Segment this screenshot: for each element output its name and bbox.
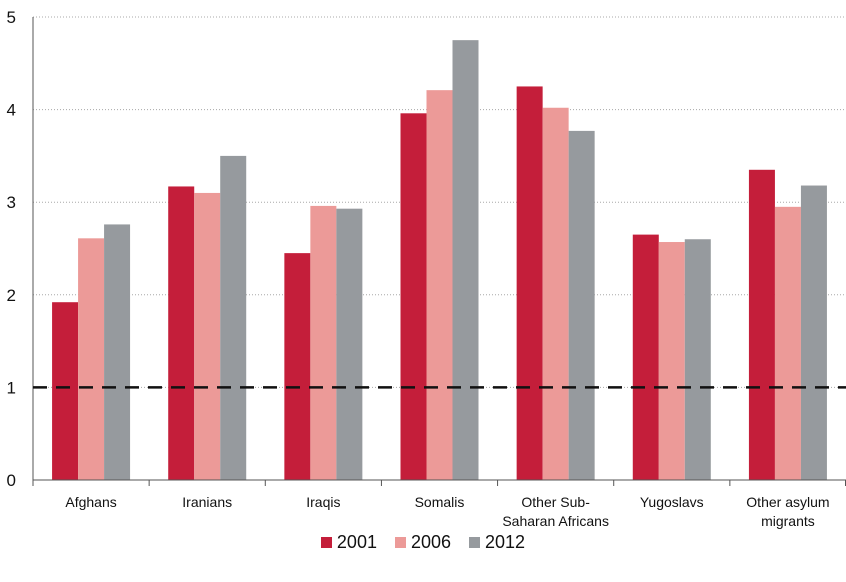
y-tick-label: 2 <box>7 286 16 305</box>
bar-2006 <box>194 192 221 480</box>
bar-2006 <box>658 242 685 480</box>
legend-item-2006: 2006 <box>394 532 452 553</box>
bar-2006 <box>78 238 105 480</box>
bar-2001 <box>52 302 79 480</box>
category-label: Other Sub- <box>521 494 590 510</box>
bar-2001 <box>168 186 195 480</box>
category-label: Iraqis <box>306 494 340 510</box>
bar-2012 <box>104 224 131 480</box>
legend-swatch <box>320 537 332 548</box>
legend-item-2001: 2001 <box>320 532 377 553</box>
bar-2006 <box>426 90 453 481</box>
category-label: Other asylum <box>746 494 829 510</box>
bar-2001 <box>284 253 311 480</box>
bar-2001 <box>516 86 543 480</box>
y-tick-label: 3 <box>7 193 16 212</box>
bar-2012 <box>452 40 479 481</box>
bar-2001 <box>632 234 659 480</box>
legend-label: 2006 <box>410 532 452 552</box>
bar-2006 <box>774 206 801 480</box>
category-label: Somalis <box>415 494 465 510</box>
axes <box>32 17 846 486</box>
bar-2012 <box>568 130 595 480</box>
bar-2001 <box>748 169 775 481</box>
y-tick-label: 1 <box>7 378 16 397</box>
bar-2012 <box>800 185 827 481</box>
y-tick-label: 5 <box>7 8 16 27</box>
legend-label: 2012 <box>485 532 526 552</box>
legend: 2001 2006 2012 <box>0 532 846 553</box>
y-tick-label: 4 <box>7 101 16 120</box>
category-label: Iranians <box>182 494 232 510</box>
category-label: Yugoslavs <box>640 494 704 510</box>
bar-2006 <box>542 107 569 481</box>
bar-2012 <box>336 208 363 480</box>
category-label: migrants <box>761 513 815 529</box>
legend-item-2012: 2012 <box>469 532 525 553</box>
bar-2006 <box>310 205 337 481</box>
category-label: Saharan Africans <box>502 513 609 529</box>
bar-2012 <box>220 155 247 480</box>
bars <box>52 40 827 481</box>
legend-swatch <box>469 537 481 548</box>
legend-label: 2001 <box>336 532 377 552</box>
y-tick-label: 0 <box>7 471 16 490</box>
labels: 0 1 2 3 4 5 Afghans Iranians Iraqis Somalis Other … <box>7 8 830 529</box>
legend-swatch <box>394 537 406 548</box>
bar-2001 <box>400 113 427 480</box>
bar-2012 <box>684 239 711 480</box>
category-label: Afghans <box>65 494 116 510</box>
